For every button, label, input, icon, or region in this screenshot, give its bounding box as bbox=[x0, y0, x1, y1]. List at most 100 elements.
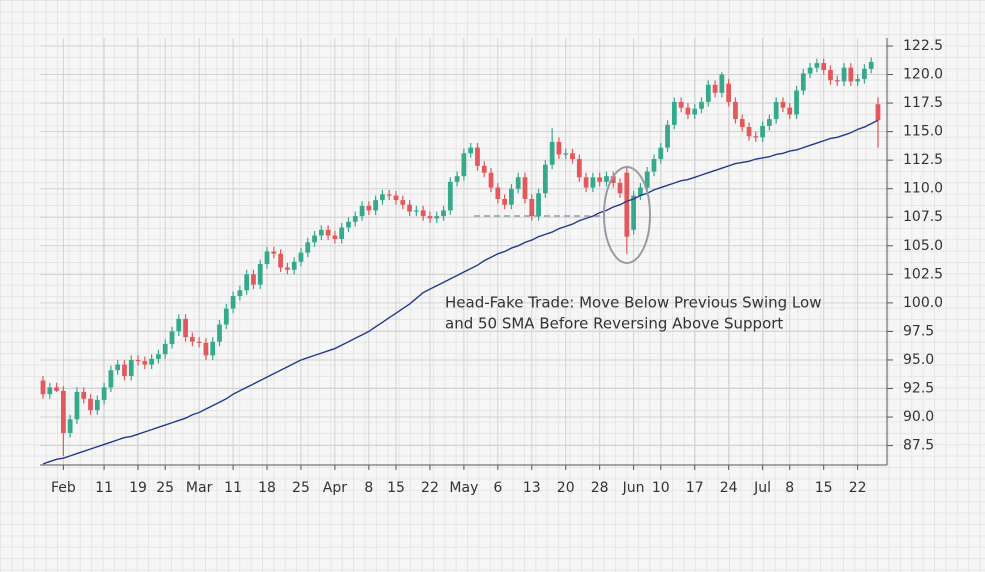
candle-body bbox=[142, 361, 148, 365]
candle-body bbox=[475, 147, 480, 166]
y-tick-label: 95.0 bbox=[903, 352, 934, 368]
candle-body bbox=[407, 204, 412, 212]
candle-body bbox=[678, 101, 684, 108]
candle-body bbox=[441, 210, 446, 217]
candle-body bbox=[726, 83, 732, 102]
candle-body bbox=[848, 67, 854, 82]
candle-body bbox=[264, 251, 270, 265]
candle-body bbox=[807, 67, 813, 74]
candle-body bbox=[604, 176, 609, 182]
candle-body bbox=[685, 107, 691, 115]
candle-body bbox=[285, 267, 290, 270]
y-tick-label: 122.5 bbox=[903, 38, 943, 54]
x-tick-label: Apr bbox=[323, 480, 347, 496]
x-tick-label: 22 bbox=[421, 480, 439, 496]
candle-body bbox=[780, 101, 786, 108]
candle-body bbox=[210, 341, 216, 356]
candle-body bbox=[196, 341, 202, 343]
candle-body bbox=[522, 177, 528, 199]
candle-body bbox=[529, 198, 535, 217]
x-tick-label: 28 bbox=[591, 480, 609, 496]
candle-body bbox=[536, 193, 541, 217]
candle-body bbox=[115, 364, 121, 371]
candle-body bbox=[318, 229, 324, 236]
x-tick-label: 25 bbox=[156, 480, 174, 496]
candle-body bbox=[576, 159, 582, 178]
candle-body bbox=[257, 264, 263, 285]
candle-body bbox=[868, 61, 874, 69]
candle-body bbox=[712, 84, 718, 93]
candle-body bbox=[651, 159, 657, 172]
candle-body bbox=[40, 380, 46, 395]
x-tick-label: 6 bbox=[493, 480, 502, 496]
candle-body bbox=[495, 187, 501, 199]
candle-body bbox=[54, 387, 59, 391]
candle-body bbox=[862, 68, 867, 80]
x-tick-label: 11 bbox=[224, 480, 242, 496]
candle-body bbox=[271, 251, 277, 254]
candle-body bbox=[542, 164, 548, 194]
candle-body bbox=[509, 188, 514, 205]
candle-body bbox=[81, 391, 87, 399]
candle-body bbox=[556, 141, 562, 155]
candle-body bbox=[800, 73, 806, 91]
candle-body bbox=[515, 177, 521, 189]
y-tick-label: 120.0 bbox=[903, 67, 943, 83]
candle-body bbox=[828, 69, 833, 81]
candle-body bbox=[733, 101, 738, 120]
candle-body bbox=[760, 125, 765, 138]
candle-body bbox=[638, 187, 643, 196]
candle-body bbox=[502, 198, 508, 205]
y-tick-label: 100.0 bbox=[903, 295, 943, 311]
x-tick-label: 18 bbox=[258, 480, 276, 496]
candle-body bbox=[74, 391, 80, 420]
candle-body bbox=[583, 177, 589, 188]
candle-body bbox=[156, 354, 161, 359]
x-tick-label: 17 bbox=[686, 480, 704, 496]
candle-body bbox=[821, 63, 827, 70]
candle-body bbox=[692, 108, 698, 115]
candle-body bbox=[298, 252, 304, 262]
candle-body bbox=[162, 343, 168, 355]
candle-body bbox=[393, 195, 399, 201]
y-tick-label: 110.0 bbox=[903, 181, 943, 197]
x-tick-label: Jun bbox=[622, 480, 645, 496]
candle-body bbox=[189, 337, 195, 342]
candle-body bbox=[47, 387, 53, 395]
candle-body bbox=[454, 176, 460, 182]
candle-body bbox=[325, 229, 331, 236]
candle-body bbox=[610, 176, 616, 183]
x-tick-label: 25 bbox=[292, 480, 310, 496]
candle-body bbox=[461, 153, 467, 177]
candle-body bbox=[773, 101, 779, 120]
candle-body bbox=[787, 107, 793, 115]
plot bbox=[40, 57, 881, 465]
candle-body bbox=[665, 124, 670, 148]
candle-body bbox=[305, 242, 311, 253]
y-tick-label: 117.5 bbox=[903, 95, 943, 111]
x-tick-label: Mar bbox=[186, 480, 213, 496]
x-tick-label: 11 bbox=[95, 480, 113, 496]
x-tick-label: 22 bbox=[849, 480, 867, 496]
candle-body bbox=[719, 74, 725, 93]
candle-body bbox=[631, 195, 636, 230]
candle-body bbox=[400, 200, 406, 205]
candle-body bbox=[60, 390, 66, 434]
y-tick-label: 112.5 bbox=[903, 152, 943, 168]
candle-body bbox=[312, 235, 317, 243]
candle-body bbox=[570, 153, 575, 160]
candle-body bbox=[128, 359, 134, 376]
candle-body bbox=[332, 235, 338, 239]
candle-body bbox=[67, 419, 73, 434]
candle-body bbox=[413, 210, 419, 212]
x-tick-label: 24 bbox=[720, 480, 738, 496]
x-tick-label: Feb bbox=[51, 480, 76, 496]
candle-body bbox=[617, 182, 623, 194]
x-tick-label: 15 bbox=[387, 480, 405, 496]
candle-body bbox=[339, 227, 345, 239]
candle-body bbox=[739, 119, 745, 128]
candle-body bbox=[563, 153, 569, 155]
y-tick-label: 105.0 bbox=[903, 238, 943, 254]
annotation: Head-Fake Trade: Move Below Previous Swi… bbox=[445, 294, 821, 312]
